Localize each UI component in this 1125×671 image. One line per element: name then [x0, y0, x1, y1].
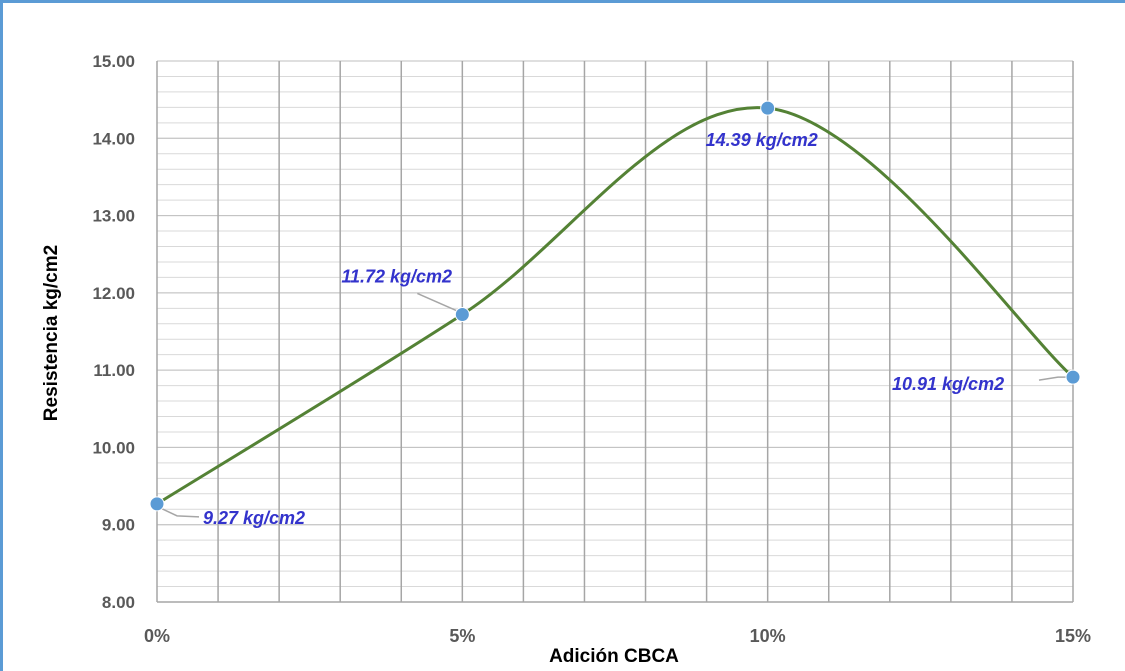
x-tick-label: 10% — [750, 626, 786, 646]
y-tick-label: 8.00 — [102, 593, 135, 612]
y-tick-label: 15.00 — [92, 52, 135, 71]
data-point-marker — [454, 306, 470, 322]
y-tick-label: 10.00 — [92, 438, 135, 457]
data-label: 14.39 kg/cm2 — [706, 130, 818, 150]
data-point-marker — [760, 100, 776, 116]
data-label: 11.72 kg/cm2 — [341, 266, 452, 286]
data-markers — [149, 100, 1081, 512]
x-axis-tick-labels: 0% 5% 10% 15% — [144, 626, 1091, 646]
x-tick-label: 5% — [449, 626, 475, 646]
series-line — [156, 106, 1074, 506]
x-axis-title: Adición CBCA — [549, 646, 679, 667]
data-label: 10.91 kg/cm2 — [892, 374, 1004, 394]
data-labels: 9.27 kg/cm2 11.72 kg/cm2 14.39 kg/cm2 10.91… — [203, 130, 1004, 528]
leader-line — [417, 292, 459, 313]
leader-line — [159, 507, 200, 518]
y-tick-label: 9.00 — [102, 516, 135, 535]
x-tick-label: 0% — [144, 626, 170, 646]
label-leader-lines — [159, 292, 1069, 518]
y-tick-label: 11.00 — [93, 361, 135, 380]
data-point-marker — [1065, 369, 1081, 385]
y-axis-tick-labels: 8.00 9.00 10.00 11.00 12.00 13.00 14.00 15.00 — [92, 52, 135, 612]
y-tick-label: 14.00 — [92, 129, 135, 148]
y-axis-title: Resistencia kg/cm2 — [41, 245, 62, 421]
y-tick-label: 12.00 — [92, 284, 135, 303]
data-point-marker — [149, 496, 165, 512]
data-label: 9.27 kg/cm2 — [203, 508, 305, 528]
x-tick-label: 15% — [1055, 626, 1091, 646]
leader-line — [1038, 376, 1069, 381]
major-gridlines — [156, 60, 1074, 603]
y-tick-label: 13.00 — [92, 207, 135, 226]
series-resistencia — [156, 106, 1074, 506]
